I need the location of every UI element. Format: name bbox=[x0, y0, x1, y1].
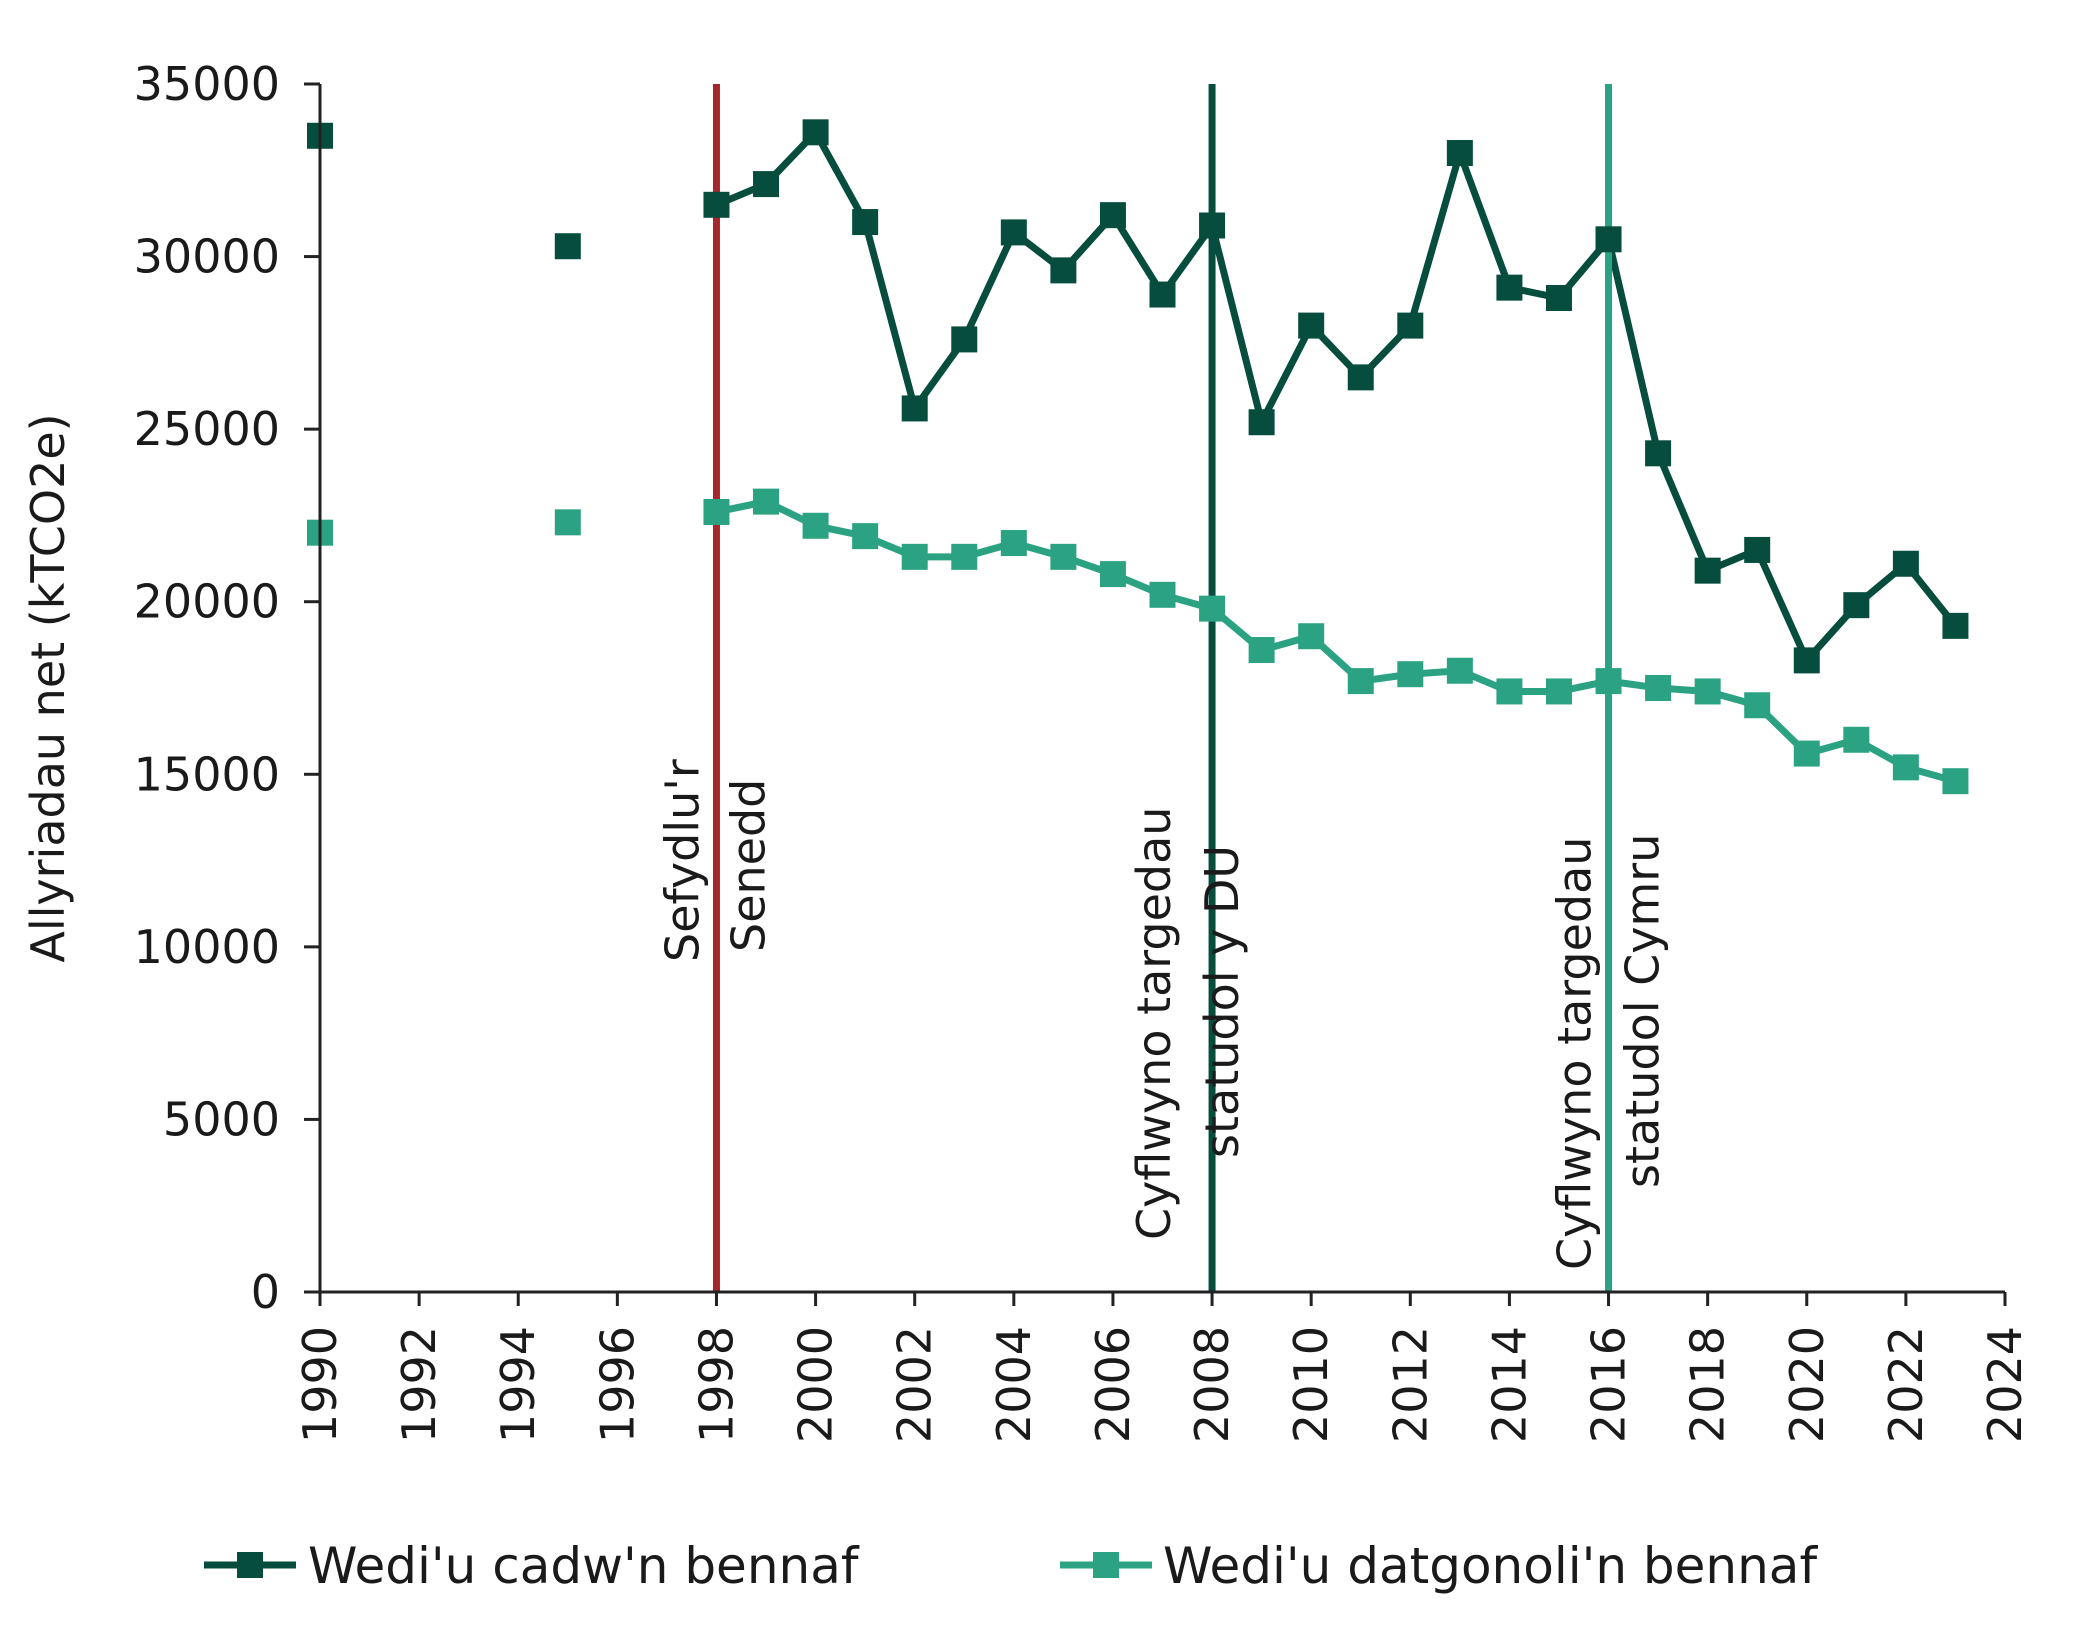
x-tick-label: 2010 bbox=[1284, 1326, 1338, 1443]
annotation-label: statudol Cymru bbox=[1616, 834, 1670, 1188]
data-point bbox=[1446, 657, 1473, 684]
legend-swatch-marker bbox=[237, 1552, 263, 1578]
data-point bbox=[802, 512, 829, 539]
data-point bbox=[1744, 692, 1771, 719]
data-point bbox=[1645, 675, 1672, 701]
data-point bbox=[951, 326, 978, 353]
annotation-label: Cyflwyno targedau bbox=[1127, 807, 1181, 1240]
annotation-label: Cyflwyno targedau bbox=[1548, 837, 1602, 1270]
x-tick-label: 2016 bbox=[1582, 1326, 1636, 1443]
data-point bbox=[1000, 219, 1027, 246]
data-point bbox=[1298, 623, 1325, 650]
x-tick-label: 1992 bbox=[392, 1326, 446, 1443]
x-tick-label: 1998 bbox=[689, 1326, 743, 1443]
x-tick-label: 2000 bbox=[789, 1326, 843, 1443]
data-point bbox=[1248, 409, 1275, 436]
data-point bbox=[1942, 768, 1969, 795]
x-tick-label: 2022 bbox=[1879, 1326, 1933, 1443]
data-point bbox=[1545, 678, 1572, 705]
annotation-label: Sefydlu'r bbox=[655, 759, 709, 962]
x-tick-label: 1990 bbox=[293, 1326, 347, 1443]
legend-label: Wedi'u cadw'n bennaf bbox=[308, 1537, 860, 1595]
data-point bbox=[852, 209, 879, 236]
data-point bbox=[1843, 592, 1870, 619]
data-point bbox=[753, 488, 780, 515]
data-point bbox=[1793, 647, 1820, 674]
x-tick-label: 2014 bbox=[1482, 1326, 1536, 1443]
data-point bbox=[1347, 668, 1374, 695]
data-point bbox=[802, 119, 829, 146]
data-point bbox=[1099, 561, 1126, 588]
y-axis-title: Allyriadau net (kTCO2e) bbox=[21, 413, 75, 962]
y-tick-label: 30000 bbox=[134, 230, 280, 284]
data-point bbox=[1942, 612, 1969, 639]
data-point bbox=[1892, 550, 1919, 577]
data-point bbox=[753, 171, 780, 198]
y-tick-label: 10000 bbox=[134, 920, 280, 974]
data-point bbox=[1446, 140, 1473, 167]
data-point bbox=[1645, 440, 1672, 467]
data-point bbox=[1000, 530, 1027, 557]
data-point bbox=[1397, 312, 1424, 339]
data-point bbox=[1199, 595, 1226, 622]
data-point bbox=[1050, 543, 1077, 570]
data-point bbox=[703, 191, 730, 218]
data-point bbox=[1050, 257, 1077, 284]
data-point bbox=[951, 543, 978, 570]
x-tick-label: 2002 bbox=[888, 1326, 942, 1443]
data-point bbox=[1149, 581, 1176, 608]
series-markers bbox=[307, 119, 1969, 795]
data-point bbox=[1694, 678, 1721, 705]
data-point bbox=[1149, 281, 1176, 308]
y-tick-label: 35000 bbox=[134, 57, 280, 111]
data-point bbox=[1595, 668, 1622, 695]
data-point bbox=[1545, 284, 1572, 311]
data-point bbox=[554, 233, 581, 260]
annotation-labels: Sefydlu'r Senedd Cyflwyno targedau statudol… bbox=[655, 759, 1669, 1270]
data-point bbox=[1199, 212, 1226, 239]
x-tick-label: 2004 bbox=[987, 1326, 1041, 1443]
y-tick-label: 20000 bbox=[134, 575, 280, 629]
data-point bbox=[1843, 726, 1870, 753]
data-point bbox=[901, 395, 928, 422]
data-point bbox=[1298, 312, 1325, 339]
legend: Wedi'u cadw'n bennaf Wedi'u datgonoli'n b… bbox=[204, 1537, 1818, 1595]
data-point bbox=[1397, 661, 1424, 688]
x-tick-label: 2008 bbox=[1185, 1326, 1239, 1443]
x-tick-label: 2018 bbox=[1681, 1326, 1735, 1443]
legend-swatch-marker bbox=[1093, 1552, 1119, 1578]
annotation-label: statudol y DU bbox=[1195, 845, 1249, 1158]
x-tick-label: 1996 bbox=[590, 1326, 644, 1443]
data-point bbox=[1248, 637, 1275, 664]
data-point bbox=[703, 498, 730, 525]
legend-label: Wedi'u datgonoli'n bennaf bbox=[1163, 1537, 1818, 1595]
y-tick-label: 15000 bbox=[134, 747, 280, 801]
data-point bbox=[1595, 226, 1622, 253]
data-point bbox=[1744, 536, 1771, 563]
data-point bbox=[852, 523, 879, 550]
data-point bbox=[1793, 740, 1820, 767]
data-point bbox=[901, 543, 928, 570]
data-point bbox=[1694, 557, 1721, 584]
x-tick-label: 2012 bbox=[1383, 1326, 1437, 1443]
x-tick-label: 2006 bbox=[1086, 1326, 1140, 1443]
y-tick-label: 25000 bbox=[134, 402, 280, 456]
axes: 0 5000 10000 15000 20000 25000 30000 35000 1990 1… bbox=[134, 57, 2032, 1443]
x-tick-label: 2024 bbox=[1978, 1326, 2032, 1443]
annotation-label: Senedd bbox=[721, 779, 775, 952]
data-point bbox=[1347, 364, 1374, 391]
y-tick-label: 5000 bbox=[163, 1092, 280, 1146]
data-point bbox=[1892, 754, 1919, 781]
data-point bbox=[1496, 678, 1523, 705]
y-tick-label: 0 bbox=[251, 1265, 280, 1319]
x-tick-label: 2020 bbox=[1780, 1326, 1834, 1443]
data-point bbox=[554, 509, 581, 536]
x-tick-label: 1994 bbox=[491, 1326, 545, 1443]
data-point bbox=[1099, 202, 1126, 229]
data-point bbox=[1496, 274, 1523, 301]
series-lines bbox=[715, 128, 1959, 785]
